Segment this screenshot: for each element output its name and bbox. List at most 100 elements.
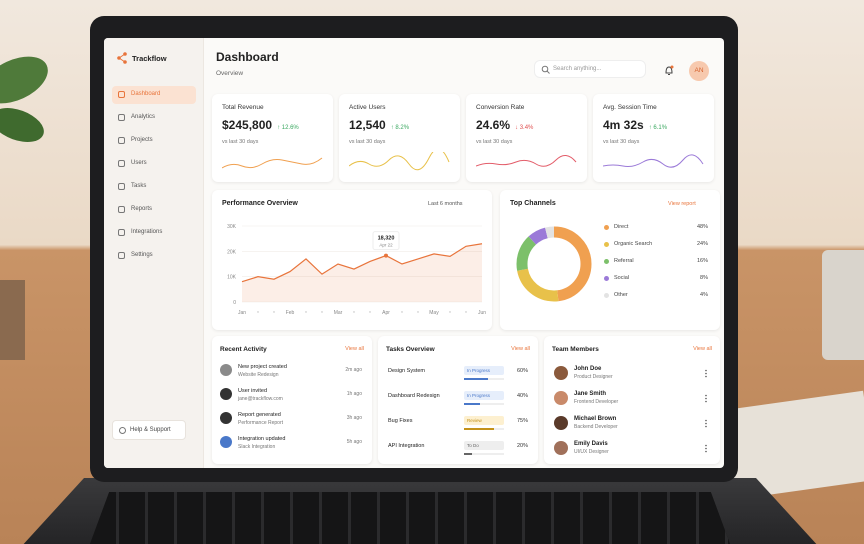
search-icon: [546, 70, 550, 74]
nav-item[interactable]: Integrations: [112, 224, 196, 242]
kpi-label: Active Users: [349, 104, 386, 111]
legend-value: 8%: [700, 275, 708, 281]
kpi-card: Total Revenue $245,800 ↑ 12.6% vs last 30 d…: [212, 94, 333, 182]
y-tick-label: 20K: [227, 249, 237, 255]
menu-dot: [705, 397, 707, 400]
y-tick-label: 0: [233, 300, 236, 306]
nav-item[interactable]: Users: [112, 155, 196, 173]
card-link[interactable]: View all: [511, 346, 530, 352]
nav-icon: [118, 91, 125, 98]
task-status: To Do: [464, 441, 504, 450]
nav-item[interactable]: Projects: [112, 132, 196, 150]
member-name: Emily Davis: [574, 441, 608, 447]
kpi-change: ↓ 3.4%: [515, 125, 534, 131]
activity-detail: Slack Integration: [238, 444, 276, 450]
task-percent: 40%: [516, 393, 528, 399]
brand: Trackflow: [132, 54, 167, 63]
kpi-change: ↑ 6.1%: [648, 125, 668, 131]
activity-title: User invited: [238, 388, 268, 394]
graphic: [705, 444, 707, 453]
menu-dot: [705, 400, 707, 403]
x-tick-label: Feb: [286, 310, 295, 316]
nav-item[interactable]: Reports: [112, 201, 196, 219]
books: [0, 280, 25, 360]
card-link[interactable]: View all: [345, 346, 364, 352]
graphic: [705, 394, 707, 403]
card-title: Recent Activity: [220, 346, 267, 353]
graphic: [349, 152, 450, 171]
x-dot: [353, 311, 355, 313]
kpi-row: 4m 32s ↑ 6.1%: [603, 118, 667, 132]
sparkline: [603, 154, 704, 168]
kpi-note: vs last 30 days: [349, 139, 386, 145]
nav-label: Tasks: [131, 183, 147, 189]
card-link[interactable]: View report: [668, 201, 696, 207]
search-box[interactable]: Search anything...: [534, 60, 646, 78]
task-percent: 20%: [516, 443, 528, 449]
y-tick-label: 30K: [227, 224, 237, 230]
activity-card: Recent Activity View all New project creat…: [212, 336, 372, 464]
tooltip-value: 18,320: [378, 236, 395, 242]
kpi-row: 24.6% ↓ 3.4%: [476, 118, 533, 132]
menu-dot: [705, 372, 707, 375]
activity-time: 1h ago: [346, 391, 362, 397]
page-subtitle: Overview: [216, 70, 244, 77]
x-tick-label: Apr: [382, 310, 390, 316]
graphic: [705, 419, 707, 428]
x-dot: [417, 311, 419, 313]
activity-time: 5h ago: [346, 439, 362, 445]
range-select[interactable]: Last 6 months: [428, 201, 463, 207]
nav-item[interactable]: Analytics: [112, 109, 196, 127]
x-dot: [449, 311, 451, 313]
kpi-value: 4m 32s: [603, 118, 644, 132]
help-icon: [119, 427, 126, 434]
avatar[interactable]: AN: [689, 61, 709, 81]
nav-label: Users: [131, 160, 147, 166]
activity-title: Integration updated: [238, 436, 286, 442]
activity-title: Report generated: [238, 412, 281, 418]
graphic: [516, 226, 592, 302]
task-name: Dashboard Redesign: [388, 393, 440, 399]
activity-icon: [220, 412, 232, 424]
kpi-value: 12,540: [349, 118, 386, 132]
donut-segment: [516, 226, 592, 302]
donut-segment: [516, 226, 592, 302]
graphic: [222, 157, 323, 169]
member-avatar: [554, 441, 568, 455]
nav-icon: [118, 252, 125, 259]
tasks-card: Tasks Overview View all Design System In Pr…: [378, 336, 538, 464]
member-role: Backend Developer: [574, 424, 618, 430]
x-tick-label: Jan: [238, 310, 246, 316]
bell-badge: [670, 65, 674, 69]
x-dot: [369, 311, 371, 313]
search-icon: [541, 65, 549, 73]
progress-track: [464, 453, 504, 455]
plant: [0, 101, 49, 149]
nav-item[interactable]: Dashboard: [112, 86, 196, 104]
kpi-row: $245,800 ↑ 12.6%: [222, 118, 299, 132]
x-dot: [321, 311, 323, 313]
logo-line: [118, 53, 126, 63]
menu-dot: [705, 425, 707, 428]
nav-icon: [118, 206, 125, 213]
x-tick-label: Mar: [334, 310, 343, 316]
card-title: Team Members: [552, 346, 599, 353]
y-tick-label: 10K: [227, 275, 237, 281]
progress-fill: [464, 378, 488, 380]
progress-fill: [464, 453, 472, 455]
x-dot: [401, 311, 403, 313]
nav-item[interactable]: Tasks: [112, 178, 196, 196]
legend-label: Direct: [614, 224, 629, 230]
help-button[interactable]: Help & Support: [112, 420, 186, 440]
card-link[interactable]: View all: [693, 346, 712, 352]
legend-dot: [604, 276, 609, 281]
nav-label: Dashboard: [131, 91, 161, 97]
nav-item[interactable]: Settings: [112, 247, 196, 265]
kpi-change: ↑ 8.2%: [390, 125, 410, 131]
task-percent: 60%: [516, 368, 528, 374]
mug: [822, 250, 864, 360]
member-role: Frontend Developer: [574, 399, 619, 405]
legend-value: 16%: [696, 258, 708, 264]
legend-value: 4%: [700, 292, 708, 298]
legend-label: Other: [614, 292, 628, 298]
